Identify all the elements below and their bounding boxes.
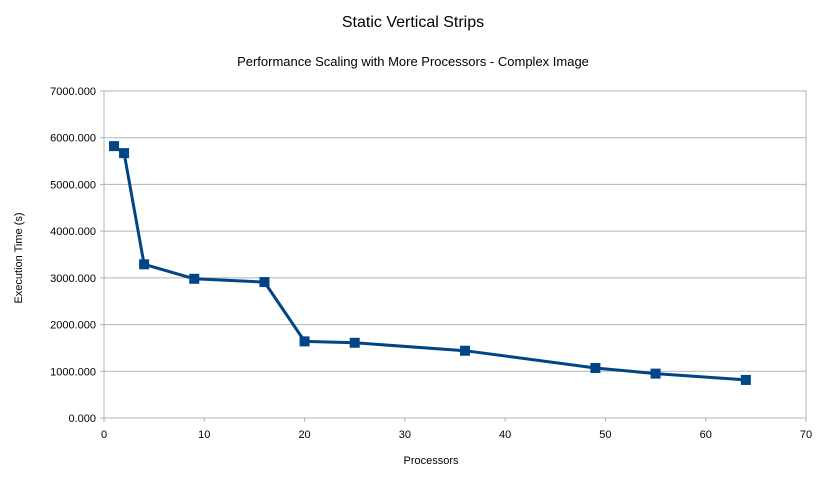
data-point-marker <box>299 336 310 347</box>
chart-subtitle: Performance Scaling with More Processors… <box>237 54 589 69</box>
data-point-marker <box>460 345 471 356</box>
series-layer <box>109 141 751 385</box>
data-point-marker <box>259 277 270 288</box>
y-tick-label: 1000.000 <box>50 366 96 378</box>
series-line <box>113 144 746 382</box>
data-point-marker <box>650 368 661 379</box>
plot-frame <box>103 90 807 419</box>
axis-layer <box>100 90 807 422</box>
x-tick-label: 50 <box>599 429 611 441</box>
data-point-marker <box>119 148 130 159</box>
y-tick-label: 3000.000 <box>50 273 96 285</box>
y-tick-label: 6000.000 <box>50 133 96 145</box>
x-tick-label: 10 <box>198 429 210 441</box>
chart-title: Static Vertical Strips <box>341 14 485 31</box>
x-tick-label: 40 <box>499 429 511 441</box>
y-tick-label: 0.000 <box>68 413 96 425</box>
y-tick-label: 7000.000 <box>50 86 96 98</box>
data-point-marker <box>189 273 200 284</box>
grid-layer <box>104 90 806 419</box>
x-axis-label: Processors <box>403 455 459 467</box>
x-tick-label: 20 <box>298 429 310 441</box>
tick-layer: 0.0001000.0002000.0003000.0004000.000500… <box>50 86 812 441</box>
x-tick-label: 60 <box>700 429 712 441</box>
x-tick-label: 30 <box>399 429 411 441</box>
data-point-marker <box>349 337 360 348</box>
x-tick-label: 70 <box>800 429 812 441</box>
y-tick-label: 5000.000 <box>50 179 96 191</box>
data-point-marker <box>590 363 601 374</box>
y-tick-label: 4000.000 <box>50 226 96 238</box>
y-tick-label: 2000.000 <box>50 320 96 332</box>
data-point-marker <box>740 374 751 385</box>
x-tick-label: 0 <box>101 429 107 441</box>
data-point-marker <box>109 141 120 152</box>
data-point-marker <box>139 259 150 270</box>
